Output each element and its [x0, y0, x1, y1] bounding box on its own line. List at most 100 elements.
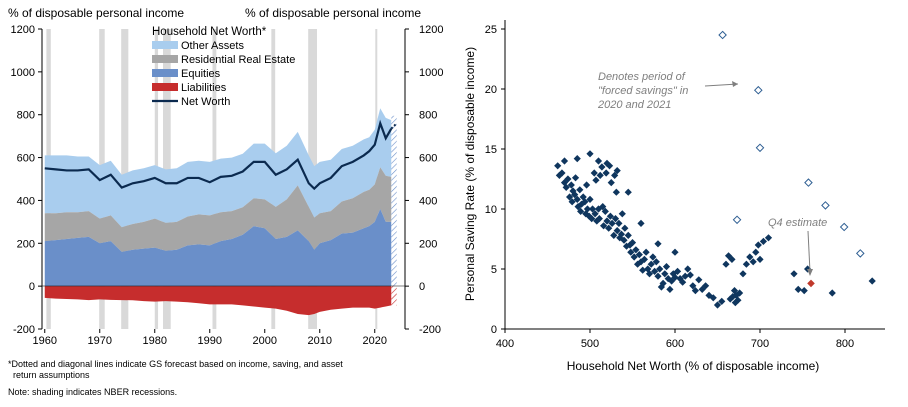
scatter-point — [689, 282, 697, 290]
saving-rate-scatter: 0 5 10 15 20 25 400 500 600 700 800 Personal Savi… — [463, 20, 885, 373]
scatter-point — [600, 222, 608, 230]
scatter-point — [764, 234, 773, 242]
left-y-tick-label: 800 — [17, 110, 35, 122]
scatter-y-title: Personal Saving Rate (% of disposable in… — [463, 47, 477, 301]
scatter-point — [651, 267, 659, 275]
scatter-point — [794, 285, 802, 293]
right-y-tick-label: 200 — [419, 238, 437, 250]
forced-savings-point — [855, 249, 865, 258]
scatter-point — [566, 193, 574, 201]
scatter-point — [592, 176, 600, 184]
forced-savings-point — [821, 201, 830, 210]
scatter-point — [605, 224, 613, 232]
scatter-point — [684, 265, 692, 273]
scatter-point — [581, 198, 589, 206]
scatter-point — [649, 253, 657, 261]
scatter-point — [612, 188, 620, 196]
scatter-point — [640, 255, 648, 263]
left-y-tick-label: 400 — [17, 195, 35, 207]
scatter-point — [739, 270, 747, 278]
scatter-point — [702, 282, 710, 290]
annotation-forced-line-2: "forced savings" in — [598, 85, 688, 97]
scatter-point — [573, 155, 581, 163]
scatter-points — [554, 30, 876, 309]
scatter-point — [586, 195, 594, 203]
scatter-point — [676, 275, 684, 283]
scatter-point — [630, 253, 638, 261]
scatter-point — [594, 157, 603, 165]
scatter-point — [634, 260, 642, 268]
legend-swatch-equities — [152, 69, 178, 77]
scatter-point — [554, 162, 562, 170]
scatter-y-ticks: 0 5 10 15 20 25 — [485, 24, 505, 336]
scatter-point — [732, 291, 740, 299]
right-y-tick-label: 800 — [419, 110, 437, 122]
forced-savings-point — [732, 215, 742, 225]
forecast-assets-hatch — [391, 115, 397, 287]
forced-savings-point — [839, 222, 849, 232]
net-worth-line — [44, 119, 393, 191]
scatter-point — [668, 277, 676, 285]
net-worth-forecast-line — [390, 122, 398, 130]
scatter-point — [622, 242, 631, 250]
scatter-x-title: Household Net Worth (% of disposable inc… — [567, 359, 820, 373]
scatter-point — [617, 230, 626, 238]
scatter-point — [583, 181, 591, 189]
scatter-point — [713, 301, 722, 309]
right-y-tick-label: 400 — [419, 195, 437, 207]
left-unit-label: % of disposable personal income — [8, 6, 184, 20]
scatter-point — [590, 169, 598, 177]
scatter-point — [647, 260, 655, 268]
scatter-point — [596, 171, 604, 179]
scatter-y-tick-label: 5 — [491, 264, 497, 276]
scatter-point — [642, 248, 650, 256]
scatter-point — [718, 297, 726, 305]
scatter-y-tick-label: 0 — [491, 324, 497, 336]
scatter-point — [661, 270, 669, 278]
scatter-point — [709, 294, 717, 302]
scatter-point — [659, 279, 667, 287]
equities-area — [44, 209, 392, 287]
legend-label-real-estate: Residential Real Estate — [181, 54, 295, 66]
legend-label-equities: Equities — [181, 68, 221, 80]
scatter-point — [567, 181, 575, 189]
right-y-tick-label: 0 — [419, 281, 425, 293]
real-estate-area — [44, 167, 392, 252]
x-tick-label: 1970 — [88, 335, 112, 347]
scatter-point — [632, 246, 640, 254]
scatter-point — [608, 219, 616, 227]
asset-areas — [44, 108, 392, 316]
left-y-tick-label: -200 — [13, 324, 35, 336]
liabilities-area — [44, 286, 392, 316]
right-y-tick-label: 1200 — [419, 24, 443, 36]
scatter-point — [671, 248, 679, 256]
scatter-point — [568, 198, 576, 206]
scatter-x-tick-label: 500 — [581, 338, 599, 350]
right-y-ticks: 1200 1000 800 600 400 200 0 -200 — [405, 24, 443, 336]
x-tick-label: 2000 — [253, 335, 277, 347]
scatter-point — [722, 260, 730, 268]
forced-savings-point — [718, 30, 727, 40]
scatter-point — [558, 169, 566, 177]
scatter-point — [598, 163, 606, 171]
x-tick-label: 2020 — [363, 335, 387, 347]
scatter-x-tick-label: 700 — [751, 338, 769, 350]
scatter-point — [588, 215, 596, 223]
scatter-point — [635, 251, 643, 259]
scatter-point — [601, 207, 609, 215]
scatter-point — [624, 188, 632, 196]
scatter-point — [691, 287, 699, 295]
scatter-point — [583, 205, 592, 213]
scatter-point — [564, 175, 572, 183]
left-y-tick-label: 0 — [29, 281, 35, 293]
scatter-point — [868, 277, 876, 285]
forced-savings-point — [755, 143, 765, 153]
scatter-x-tick-label: 800 — [836, 338, 854, 350]
scatter-point — [746, 253, 754, 261]
scatter-point — [736, 289, 744, 297]
left-y-tick-label: 200 — [17, 238, 35, 250]
legend-swatch-real-estate — [152, 55, 178, 63]
scatter-point — [654, 240, 662, 248]
scatter-point — [591, 210, 599, 218]
other-assets-area — [44, 108, 392, 228]
